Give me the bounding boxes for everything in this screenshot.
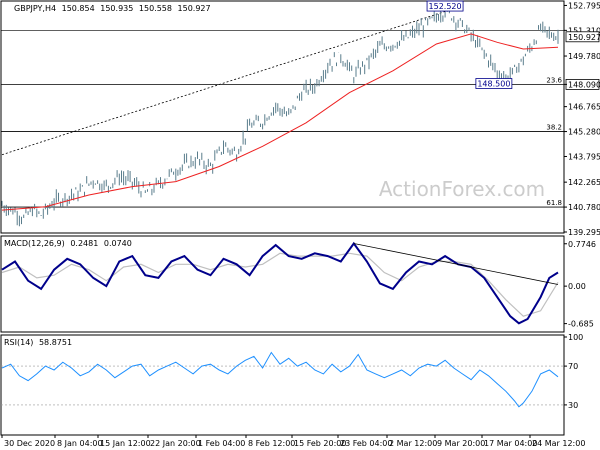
- x-label-8: 2 Mar 12:00: [389, 439, 437, 448]
- annotation-box-1: [475, 78, 513, 89]
- open-value: 150.854: [62, 4, 95, 13]
- macd-panel: 0.7746 0.00 -0.685: [1, 240, 596, 329]
- price-header: GBPJPY,H4 150.854 150.935 150.558 150.92…: [14, 4, 211, 13]
- rsi-ytick-2: 30: [568, 401, 578, 410]
- price-ytick-7: 142.265: [568, 178, 600, 187]
- macd-label: MACD(12,26,9): [4, 239, 65, 248]
- fib-label-61.8: 61.8: [546, 199, 562, 207]
- price-ytick-3: 148.090: [568, 80, 600, 89]
- x-label-2: 15 Jan 12:00: [100, 439, 151, 448]
- price-panel-frame: [0, 0, 565, 234]
- x-label-9: 9 Mar 20:00: [437, 439, 485, 448]
- price-ytick-2: 149.780: [568, 52, 600, 61]
- fib-label-38.2: 38.2: [546, 124, 562, 132]
- moving-average-line: [1, 33, 559, 211]
- annotation-label-0: 152.520: [429, 2, 462, 11]
- price-ytick-9: 139.295: [568, 228, 600, 237]
- x-label-7: 23 Feb 04:00: [340, 439, 392, 448]
- price-trendline: [1, 8, 454, 156]
- price-ytick-0: 152.795: [568, 1, 600, 10]
- macd-signal-line: [1, 252, 559, 317]
- rsi-value: 58.8751: [39, 338, 72, 347]
- macd-value: 0.2481: [70, 239, 98, 248]
- macd-signal-value: 0.0740: [104, 239, 132, 248]
- rsi-ytick-0: 100: [568, 333, 583, 342]
- rsi-line: [1, 351, 559, 408]
- x-label-4: 1 Feb 04:00: [198, 439, 245, 448]
- price-ytick-5: 145.280: [568, 128, 600, 137]
- x-label-11: 24 Mar 12:00: [532, 439, 585, 448]
- rsi-panel: 100 70 30: [1, 333, 583, 410]
- high-value: 150.935: [100, 4, 133, 13]
- x-label-3: 22 Jan 20:00: [150, 439, 201, 448]
- x-label-5: 8 Feb 12:00: [248, 439, 295, 448]
- macd-line: [1, 241, 559, 325]
- fib-label-23.6: 23.6: [546, 76, 562, 84]
- low-value: 150.558: [139, 4, 172, 13]
- macd-trendline: [353, 243, 559, 285]
- macd-panel-frame: [0, 235, 565, 333]
- rsi-header: RSI(14) 58.8751: [4, 338, 72, 347]
- symbol-label: GBPJPY,H4: [14, 4, 56, 13]
- macd-ytick-2: -0.685: [568, 320, 594, 329]
- price-ytick-6: 143.795: [568, 152, 600, 161]
- rsi-panel-frame: [0, 334, 565, 436]
- rsi-ytick-1: 70: [568, 362, 578, 371]
- price-ytick-8: 140.780: [568, 203, 600, 212]
- macd-ytick-0: 0.7746: [568, 240, 596, 249]
- x-label-0: 30 Dec 2020: [4, 439, 55, 448]
- x-label-10: 17 Mar 04:00: [484, 439, 537, 448]
- rsi-label: RSI(14): [4, 338, 33, 347]
- watermark: ActionForex.com: [379, 177, 545, 201]
- price-ytick-1: 151.310: [568, 26, 600, 35]
- annotation-box-0: [426, 0, 464, 12]
- macd-ytick-1: 0.00: [568, 282, 586, 291]
- close-value: 150.927: [178, 4, 211, 13]
- price-ytick-4: 146.765: [568, 103, 600, 112]
- current-price-box: [565, 31, 600, 43]
- price-panel: 23.6 38.2 61.8 152.520 148.500 152.795 151.310…: [1, 0, 600, 237]
- x-label-1: 8 Jan 04:00: [57, 439, 103, 448]
- x-label-6: 15 Feb 20:00: [294, 439, 346, 448]
- current-price-label: 150.927: [568, 33, 600, 42]
- annotation-label-1: 148.500: [477, 80, 510, 89]
- macd-header: MACD(12,26,9) 0.2481 0.0740: [4, 239, 132, 248]
